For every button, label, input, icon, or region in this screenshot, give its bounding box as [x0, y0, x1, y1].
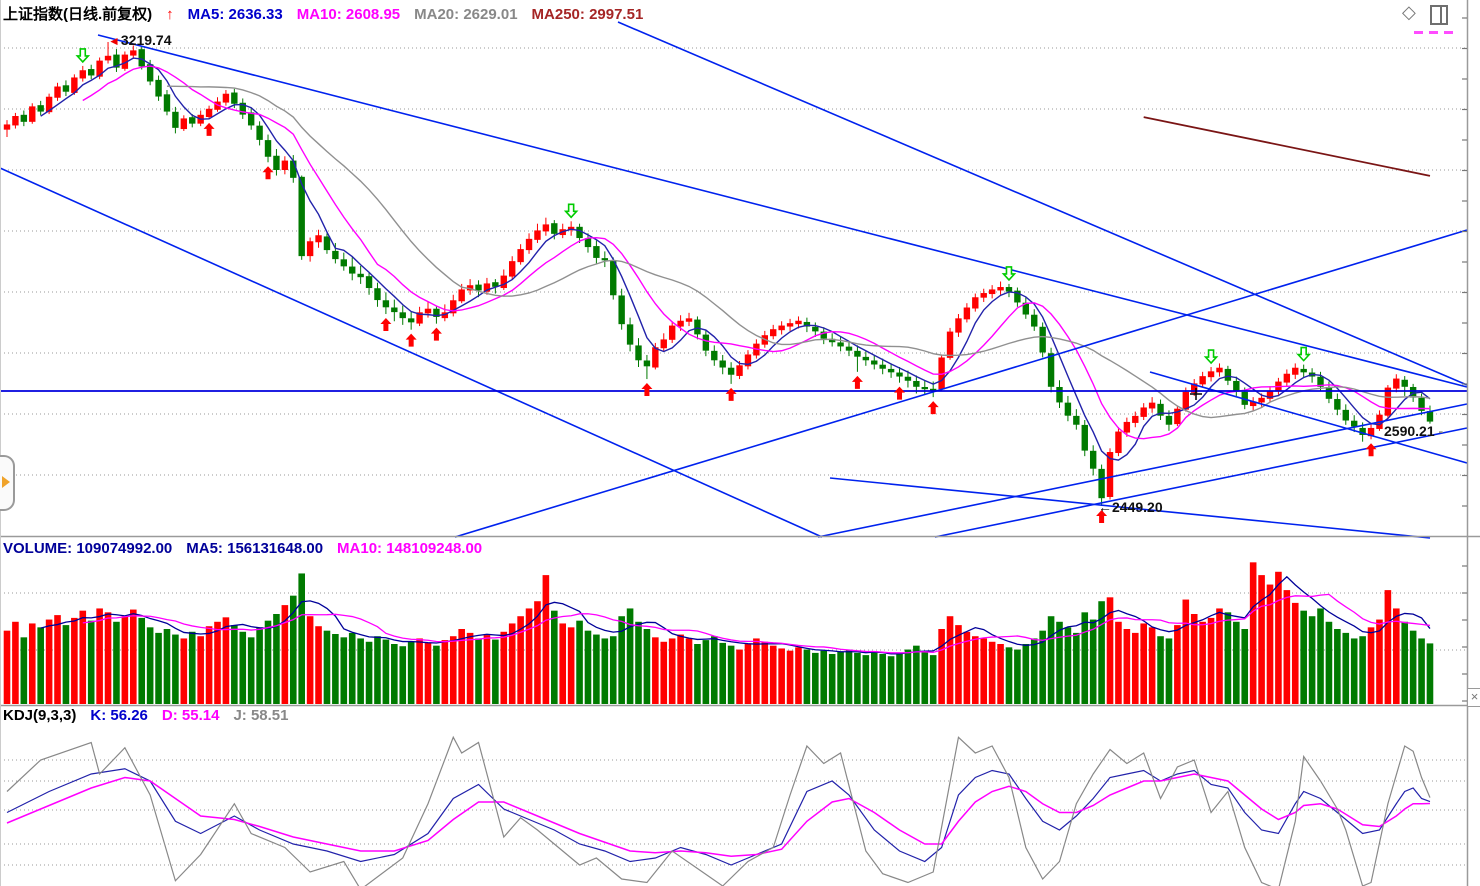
kdj-legend: KDJ(9,3,3) K: 56.26 D: 55.14 J: 58.51: [3, 707, 289, 724]
kdj-d-value: D: 55.14: [161, 707, 220, 724]
ma-dash-decor-3: [1444, 31, 1453, 34]
ma20-value: MA20: 2629.01: [414, 6, 518, 23]
kdj-name[interactable]: KDJ(9,3,3): [3, 707, 77, 724]
high-pointer-icon: ◄: [108, 34, 120, 48]
volume-ma10-value: MA10: 148109248.00: [337, 540, 483, 557]
last-price-annotation: 2590.21 -: [1384, 423, 1443, 439]
low-price-label: 2449.20: [1112, 499, 1163, 515]
high-price-label: 3219.74: [120, 32, 172, 48]
ma-dash-decor-2: [1429, 31, 1438, 34]
last-price-tick: -: [1438, 423, 1444, 439]
drawer-arrow-icon: [2, 476, 10, 488]
sidebar-drawer-handle[interactable]: [0, 455, 15, 511]
volume-legend: VOLUME: 109074992.00 MA5: 156131648.00 M…: [3, 540, 482, 557]
ma-dash-decor-1: [1414, 31, 1423, 34]
low-pointer-icon: ←: [1098, 499, 1112, 515]
volume-value: VOLUME: 109074992.00: [3, 540, 173, 557]
high-price-annotation: ◄3219.74: [108, 32, 172, 48]
diamond-tool-icon[interactable]: ◇: [1402, 2, 1416, 22]
ma10-value: MA10: 2608.95: [296, 6, 401, 23]
kdj-j-value: J: 58.51: [233, 707, 289, 724]
ma5-value: MA5: 2636.33: [187, 6, 283, 23]
split-window-icon[interactable]: [1430, 5, 1448, 25]
low-price-annotation: ←2449.20: [1098, 499, 1163, 515]
kdj-k-value: K: 56.26: [90, 707, 148, 724]
instrument-title[interactable]: 上证指数(日线.前复权): [3, 6, 153, 23]
up-trend-icon: ↑: [166, 6, 174, 23]
last-price-label: 2590.21: [1384, 423, 1435, 439]
close-icon[interactable]: ×: [1467, 688, 1480, 707]
ma250-value: MA250: 2997.51: [531, 6, 644, 23]
volume-ma5-value: MA5: 156131648.00: [186, 540, 324, 557]
main-chart-legend: 上证指数(日线.前复权) ↑ MA5: 2636.33 MA10: 2608.9…: [3, 6, 643, 23]
